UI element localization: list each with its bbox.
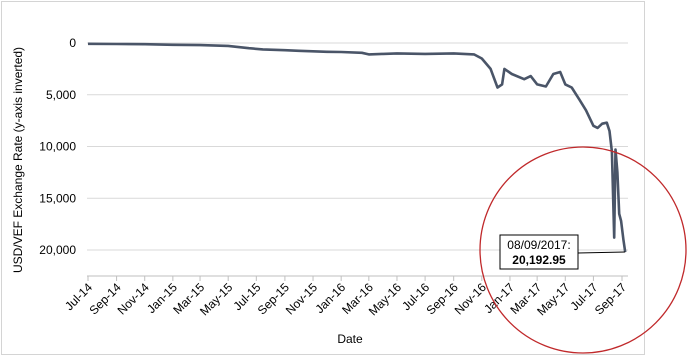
series-line bbox=[87, 42, 627, 253]
y-tick-label: 10,000 bbox=[39, 140, 76, 154]
x-tick-label: May-16 bbox=[366, 280, 404, 318]
x-tick-label: Nov-15 bbox=[283, 280, 320, 317]
x-tick-label: Nov-16 bbox=[452, 280, 489, 317]
x-tick-label: Nov-14 bbox=[115, 280, 152, 317]
x-tick-label: May-17 bbox=[534, 280, 572, 318]
y-tick-label: 15,000 bbox=[39, 191, 76, 205]
y-axis-title: USD/VEF Exchange Rate (y-axis inverted) bbox=[11, 47, 25, 273]
y-axis-ticks: 0 5,000 10,000 15,000 20,000 bbox=[39, 36, 76, 257]
highlight-circle bbox=[479, 146, 687, 354]
y-tick-label: 0 bbox=[69, 36, 76, 50]
grid-lines bbox=[87, 42, 628, 251]
x-tick-label: Sep-17 bbox=[592, 280, 629, 317]
callout-box bbox=[499, 234, 579, 270]
x-tick-label: May-15 bbox=[197, 280, 235, 318]
callout-date-label: 08/09/2017: bbox=[507, 238, 570, 252]
callout-value-label: 20,192.95 bbox=[512, 253, 566, 267]
chart-frame bbox=[1, 1, 645, 355]
x-axis-title: Date bbox=[337, 332, 363, 346]
x-axis-ticks: Jul-14Sep-14Nov-14Jan-15Mar-15May-15Jul-… bbox=[62, 276, 629, 318]
y-tick-label: 5,000 bbox=[46, 88, 76, 102]
y-tick-label: 20,000 bbox=[39, 243, 76, 257]
callout-leader bbox=[577, 251, 626, 254]
